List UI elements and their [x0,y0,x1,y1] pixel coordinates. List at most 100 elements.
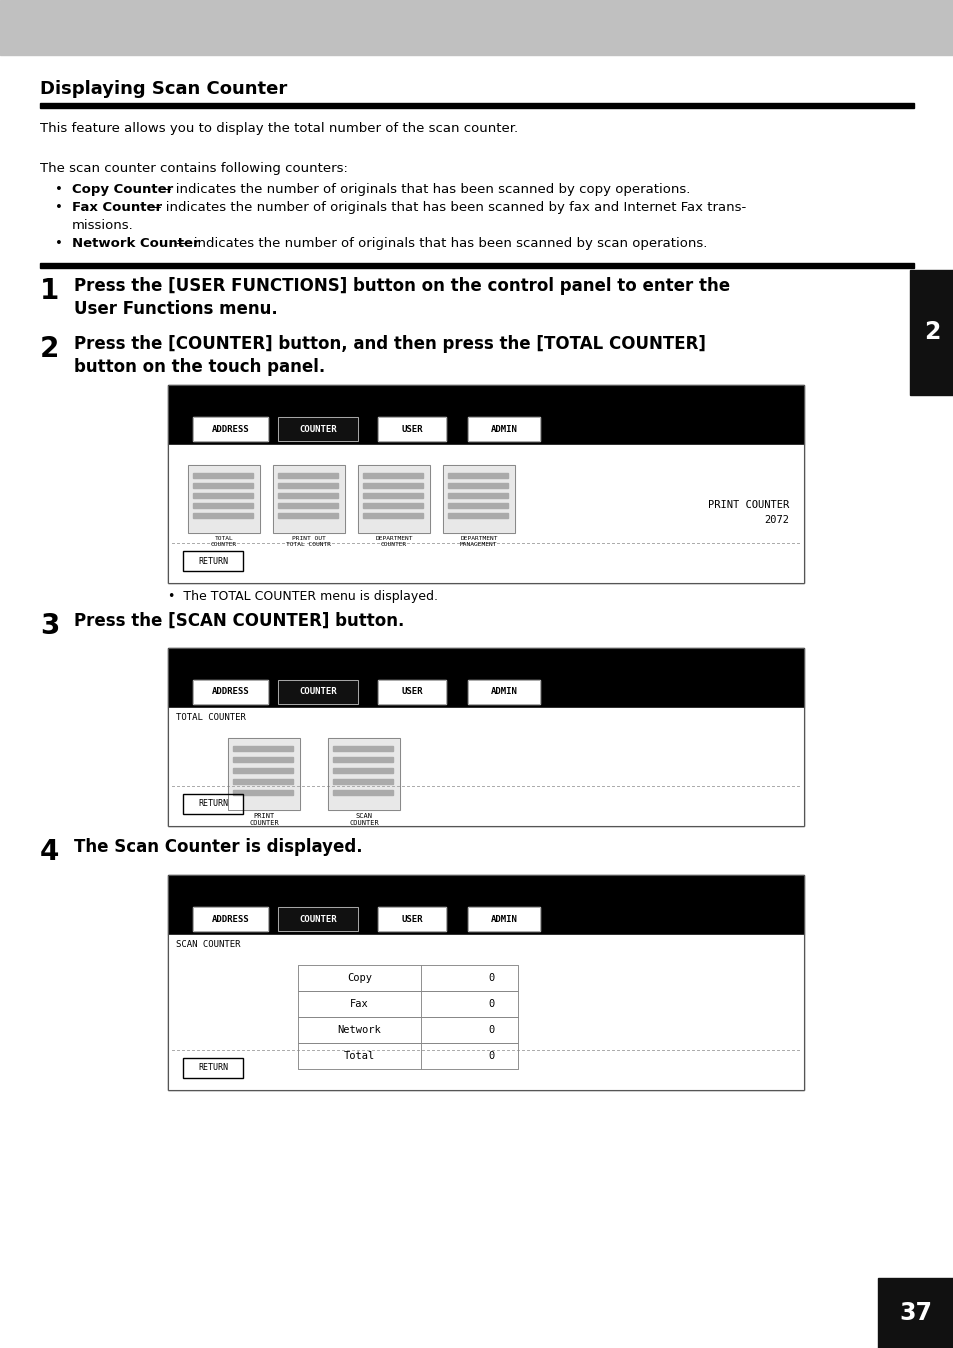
Text: COUNTER: COUNTER [299,914,336,923]
Bar [277,483,337,488]
Bar [468,417,539,441]
Bar [277,907,357,931]
Text: 0: 0 [488,973,495,983]
Text: •: • [55,237,63,249]
Text: •: • [55,201,63,214]
Text: Copy Counter: Copy Counter [71,183,173,195]
Bar [228,737,299,810]
Text: Network Counter: Network Counter [71,237,199,249]
Bar [277,417,357,441]
Bar [193,679,268,704]
Bar [277,503,337,508]
Bar [168,936,803,1091]
Bar [183,794,243,814]
Bar [193,907,268,931]
Text: DEPARTMENT
COUNTER: DEPARTMENT COUNTER [375,537,413,547]
Bar [448,493,507,497]
Text: Fax: Fax [350,999,369,1010]
Text: 0: 0 [488,1051,495,1061]
Bar [297,1016,517,1043]
Bar [273,465,345,532]
Bar [273,465,345,532]
Bar [183,1058,243,1078]
Bar [277,679,357,704]
Text: 1: 1 [40,276,59,305]
Text: SCAN
COUNTER: SCAN COUNTER [349,813,378,826]
Text: PRINT COUNTER: PRINT COUNTER [707,500,788,510]
Bar [297,1043,421,1069]
Text: missions.: missions. [71,218,133,232]
Text: 0: 0 [488,1024,495,1035]
Bar [277,907,357,931]
Text: Fax Counter: Fax Counter [71,201,162,214]
Text: 4: 4 [40,838,59,865]
Text: Displaying Scan Counter: Displaying Scan Counter [40,80,287,98]
Text: ADMIN: ADMIN [490,687,517,697]
Bar [297,1043,517,1069]
Bar [468,907,539,931]
Bar [297,965,421,991]
Text: Network: Network [337,1024,381,1035]
Text: COUNTER: COUNTER [299,425,336,434]
Bar [468,907,539,931]
Text: 2072: 2072 [763,515,788,524]
Bar [193,417,268,441]
Text: RETURN: RETURN [198,557,228,566]
Bar [183,551,243,572]
Text: RETURN: RETURN [198,799,228,809]
Bar [228,737,299,810]
Text: button on the touch panel.: button on the touch panel. [74,359,325,376]
Bar [377,417,446,441]
Text: TOTAL
COUNTER: TOTAL COUNTER [211,537,237,547]
Bar [377,679,446,704]
Bar [468,679,539,704]
Bar [421,1043,517,1069]
Text: Total: Total [344,1051,375,1061]
Text: The scan counter contains following counters:: The scan counter contains following coun… [40,162,348,175]
Text: •  The TOTAL COUNTER menu is displayed.: • The TOTAL COUNTER menu is displayed. [168,590,437,603]
Bar [377,907,446,931]
Bar [328,737,399,810]
Text: PRINT OUT
TOTAL COUNTR: PRINT OUT TOTAL COUNTR [286,537,331,547]
Bar [183,794,243,814]
Text: USER: USER [401,914,422,923]
Bar [277,679,357,704]
Bar [468,417,539,441]
Bar [188,465,260,532]
Bar [363,483,422,488]
Bar [188,465,260,532]
Bar [193,417,268,441]
Bar [328,737,399,810]
Bar [168,875,803,1091]
Bar [193,503,253,508]
Bar [448,503,507,508]
Bar [421,965,517,991]
Bar [421,991,517,1016]
Bar [233,745,293,751]
Bar [277,473,337,479]
Bar [168,708,803,826]
Bar [193,679,268,704]
Bar [297,965,517,991]
Bar [363,514,422,518]
Bar [233,768,293,772]
Bar [40,263,913,268]
Bar [357,465,430,532]
Bar [448,514,507,518]
Bar [233,790,293,795]
Text: USER: USER [401,425,422,434]
Text: PRINT
COUNTER: PRINT COUNTER [249,813,278,826]
Bar [183,1058,243,1078]
Text: The Scan Counter is displayed.: The Scan Counter is displayed. [74,838,362,856]
Bar [442,465,515,532]
Text: ADDRESS: ADDRESS [212,914,249,923]
Text: TOTAL COUNTER: TOTAL COUNTER [175,713,246,723]
Bar [233,758,293,762]
Bar [193,493,253,497]
Text: Press the [COUNTER] button, and then press the [TOTAL COUNTER]: Press the [COUNTER] button, and then pre… [74,336,705,353]
Text: Press the [SCAN COUNTER] button.: Press the [SCAN COUNTER] button. [74,612,404,630]
Text: ADMIN: ADMIN [490,425,517,434]
Bar [297,991,421,1016]
Text: Copy: Copy [347,973,372,983]
Bar [183,551,243,572]
